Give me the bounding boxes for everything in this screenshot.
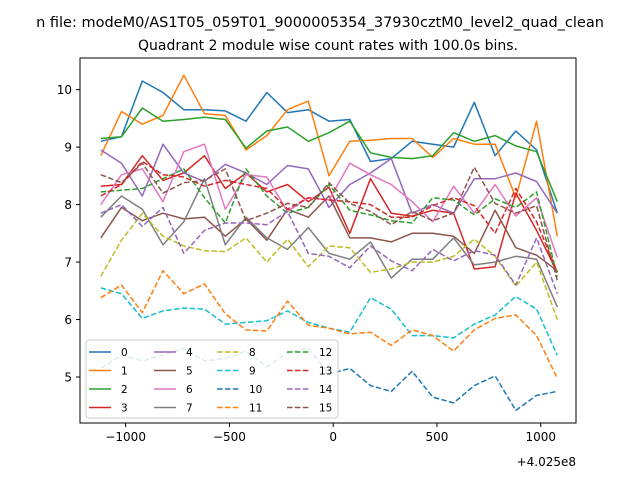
x-axis: −1000 −500 0 500 1000 — [105, 423, 556, 444]
legend-label-0: 0 — [121, 347, 128, 359]
legend-label-11: 11 — [249, 403, 262, 415]
legend-label-3: 3 — [121, 403, 128, 415]
series-lines — [100, 74, 559, 412]
chart-title: Quadrant 2 module wise count rates with … — [138, 38, 518, 54]
series-line-0 — [100, 80, 559, 214]
y-tick-label: 6 — [64, 313, 72, 327]
series-line-2 — [100, 107, 558, 202]
legend-label-9: 9 — [249, 366, 256, 378]
y-tick-label: 10 — [57, 83, 72, 97]
series-line-11 — [100, 269, 558, 379]
y-tick-label: 9 — [64, 141, 72, 155]
x-tick-label: 1000 — [525, 430, 556, 444]
legend-label-8: 8 — [249, 347, 256, 359]
legend-label-2: 2 — [121, 384, 128, 396]
legend-label-1: 1 — [121, 366, 128, 378]
series-line-1 — [100, 74, 559, 237]
y-tick-label: 7 — [64, 256, 72, 270]
series-line-3 — [100, 154, 558, 273]
legend-label-12: 12 — [319, 347, 332, 359]
legend-label-6: 6 — [186, 384, 193, 396]
y-tick-label: 5 — [64, 371, 72, 385]
x-offset-label: +4.025e8 — [517, 455, 576, 469]
series-line-6 — [100, 143, 559, 258]
series-line-8 — [100, 212, 559, 320]
legend-label-7: 7 — [186, 403, 193, 415]
series-line-5 — [100, 195, 558, 272]
x-tick-label: −500 — [213, 430, 246, 444]
series-line-7 — [100, 177, 558, 308]
y-tick-label: 8 — [64, 198, 72, 212]
legend-label-15: 15 — [319, 403, 332, 415]
legend-frame — [85, 339, 339, 419]
y-axis: 5 6 7 8 9 10 — [57, 83, 80, 385]
series-line-15 — [100, 162, 559, 281]
x-tick-label: 500 — [426, 430, 449, 444]
legend-label-5: 5 — [186, 366, 193, 378]
series-line-12 — [100, 168, 559, 277]
series-line-14 — [100, 203, 559, 294]
legend-label-14: 14 — [319, 384, 333, 396]
legend-label-4: 4 — [186, 347, 193, 359]
x-tick-label: −1000 — [105, 430, 146, 444]
x-tick-label: 0 — [329, 430, 337, 444]
series-line-13 — [100, 160, 558, 273]
figure-suptitle: n file: modeM0/AS1T05_059T01_9000005354_… — [36, 15, 604, 31]
legend-label-10: 10 — [249, 384, 262, 396]
plot-frame — [79, 57, 577, 424]
legend-label-13: 13 — [319, 366, 332, 378]
